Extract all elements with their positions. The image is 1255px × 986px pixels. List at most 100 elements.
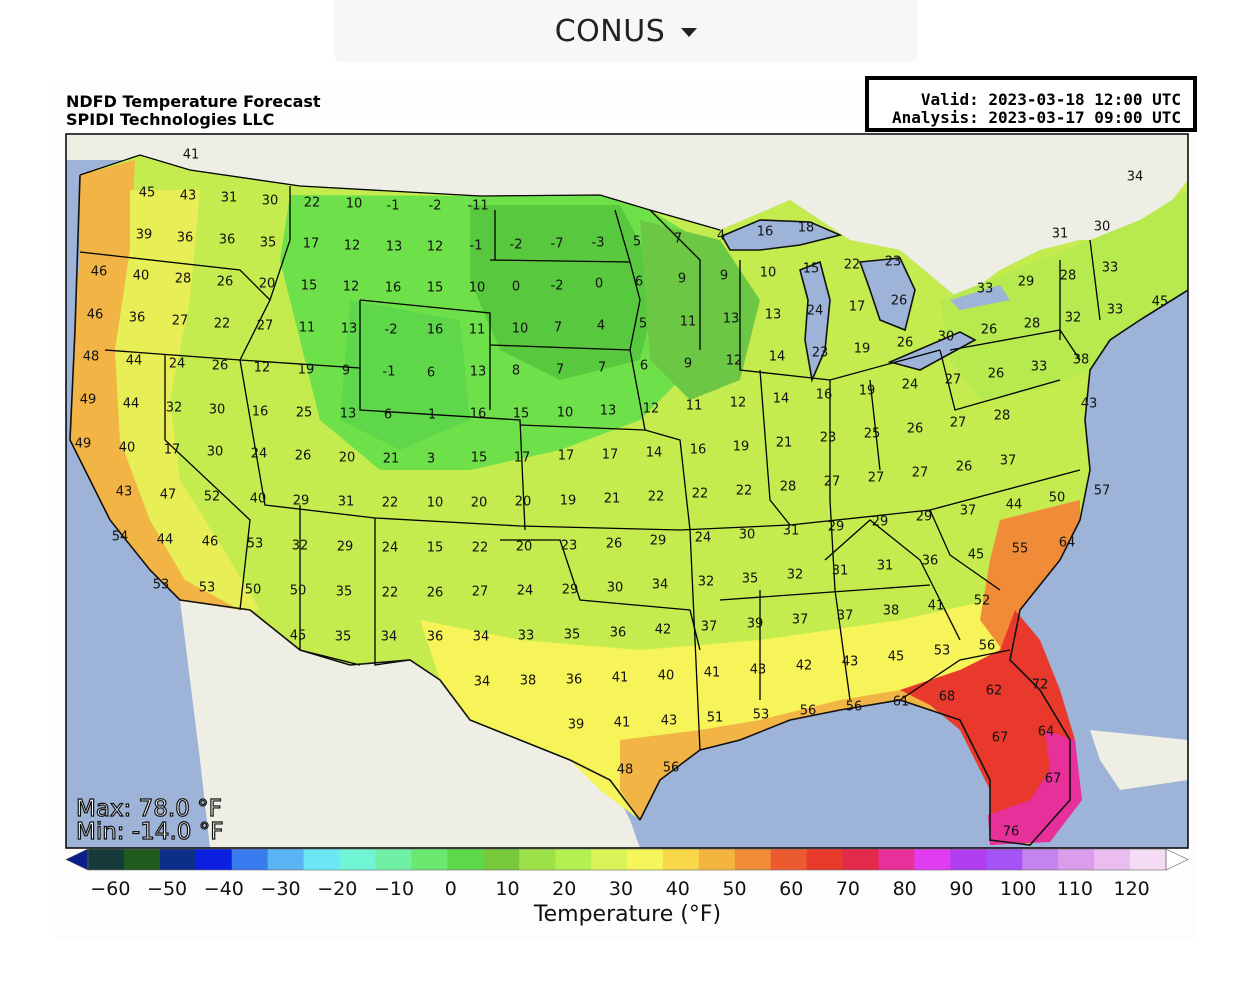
colorbar-tick-label: 100 bbox=[1000, 878, 1037, 900]
temperature-label: 15 bbox=[427, 541, 444, 556]
temperature-label: 39 bbox=[136, 228, 153, 243]
temperature-label: 44 bbox=[157, 533, 174, 548]
temperature-label: 29 bbox=[650, 534, 667, 549]
temperature-label: 40 bbox=[133, 269, 150, 284]
colorbar-tick-label: −60 bbox=[90, 878, 131, 900]
temperature-label: 22 bbox=[304, 196, 321, 211]
temperature-label: 36 bbox=[922, 554, 939, 569]
temperature-label: -1 bbox=[383, 365, 396, 380]
temperature-label: 20 bbox=[516, 540, 533, 555]
temperature-label: 67 bbox=[1045, 772, 1062, 787]
colorbar-segment bbox=[195, 849, 233, 870]
temperature-label: 23 bbox=[820, 431, 837, 446]
temperature-label: 13 bbox=[470, 365, 487, 380]
temperature-label: 21 bbox=[776, 436, 793, 451]
region-select[interactable]: CONUS bbox=[334, 0, 918, 62]
colorbar-tick-label: −20 bbox=[317, 878, 358, 900]
temperature-label: 43 bbox=[116, 485, 133, 500]
colorbar-segment bbox=[555, 849, 592, 870]
temperature-label: 26 bbox=[217, 275, 234, 290]
temperature-label: -2 bbox=[551, 279, 564, 294]
map-title: NDFD Temperature Forecast bbox=[66, 92, 321, 111]
temperature-label: 47 bbox=[160, 488, 177, 503]
colorbar-tick-label: 80 bbox=[892, 878, 917, 900]
state-boundaries bbox=[79, 154, 1101, 751]
temperature-label: 15 bbox=[301, 279, 318, 294]
temperature-label: 7 bbox=[556, 363, 564, 378]
temperature-label: 48 bbox=[617, 763, 634, 778]
temperature-label: 6 bbox=[635, 275, 643, 290]
temperature-label: 15 bbox=[803, 262, 820, 277]
temperature-label: 37 bbox=[792, 613, 809, 628]
temperature-label: 26 bbox=[907, 422, 924, 437]
temperature-label: 44 bbox=[123, 397, 140, 412]
temperature-label: 56 bbox=[979, 639, 996, 654]
colorbar-tick-label: −30 bbox=[260, 878, 301, 900]
temperature-label: 13 bbox=[341, 322, 358, 337]
temperature-label: 36 bbox=[566, 673, 583, 688]
temperature-label: 17 bbox=[514, 451, 531, 466]
temperature-label: 12 bbox=[344, 239, 361, 254]
temperature-label: 62 bbox=[986, 684, 1003, 699]
temperature-label: 48 bbox=[83, 350, 100, 365]
carolina-orange bbox=[980, 500, 1080, 660]
temperature-label: 19 bbox=[560, 494, 577, 509]
temperature-label: 8 bbox=[512, 364, 520, 379]
colorbar-segment bbox=[231, 849, 269, 870]
temperature-label: 30 bbox=[607, 581, 624, 596]
temperature-label: 10 bbox=[346, 197, 363, 212]
temperature-label: 21 bbox=[604, 492, 621, 507]
temperature-label: 31 bbox=[338, 495, 355, 510]
colorbar-label: Temperature (°F) bbox=[533, 902, 722, 927]
temperature-label: 35 bbox=[564, 628, 581, 643]
temperature-label: 35 bbox=[742, 572, 759, 587]
temperature-label: 72 bbox=[1032, 678, 1049, 693]
temperature-label: 25 bbox=[864, 427, 881, 442]
temperature-label: 22 bbox=[692, 487, 709, 502]
temperature-label: 45 bbox=[1152, 295, 1169, 310]
temperature-label: 43 bbox=[180, 189, 197, 204]
temperature-label: 68 bbox=[939, 690, 956, 705]
temperature-label: 7 bbox=[554, 321, 562, 336]
temperature-label: 39 bbox=[568, 718, 585, 733]
colorbar-segment bbox=[986, 849, 1023, 870]
temperature-label: 3 bbox=[427, 452, 435, 467]
temperature-label: 32 bbox=[787, 568, 804, 583]
temperature-label: 22 bbox=[648, 490, 665, 505]
temperature-label: 23 bbox=[885, 255, 902, 270]
temperature-label: 26 bbox=[956, 460, 973, 475]
temperature-label: 43 bbox=[842, 655, 859, 670]
temperature-label: 50 bbox=[1049, 491, 1066, 506]
temperature-label: 9 bbox=[678, 272, 686, 287]
temperature-label: 12 bbox=[254, 361, 271, 376]
temperature-label: 5 bbox=[639, 317, 647, 332]
temperature-label: 16 bbox=[427, 323, 444, 338]
temperature-label: 50 bbox=[245, 583, 262, 598]
temperature-label: 21 bbox=[383, 452, 400, 467]
west-coast-warm bbox=[70, 160, 240, 610]
temperature-label: 10 bbox=[427, 496, 444, 511]
temperature-label: 37 bbox=[1000, 454, 1017, 469]
colorbar-segment bbox=[1130, 849, 1167, 870]
temperature-label: 35 bbox=[336, 585, 353, 600]
temperature-label: 38 bbox=[520, 674, 537, 689]
colorbar-segment bbox=[698, 849, 736, 870]
colorbar-segment bbox=[1094, 849, 1131, 870]
temperature-label: 24 bbox=[251, 447, 268, 462]
temperature-label: 49 bbox=[75, 437, 92, 452]
colorbar-segment bbox=[734, 849, 772, 870]
south-yellow bbox=[420, 600, 1020, 820]
temperature-label: 52 bbox=[974, 594, 991, 609]
colorbar-tick-label: 60 bbox=[779, 878, 804, 900]
temperature-label: 27 bbox=[868, 471, 885, 486]
temperature-label: 14 bbox=[646, 446, 663, 461]
valid-time: Valid: 2023-03-18 12:00 UTC bbox=[920, 90, 1181, 109]
temperature-label: 20 bbox=[515, 495, 532, 510]
temperature-label: 34 bbox=[474, 675, 491, 690]
temperature-label: 16 bbox=[757, 225, 774, 240]
temperature-label: 0 bbox=[595, 277, 603, 292]
colorbar-tick-label: 10 bbox=[495, 878, 520, 900]
temperature-label: 17 bbox=[849, 300, 866, 315]
colorbar-tick-label: 30 bbox=[608, 878, 634, 900]
